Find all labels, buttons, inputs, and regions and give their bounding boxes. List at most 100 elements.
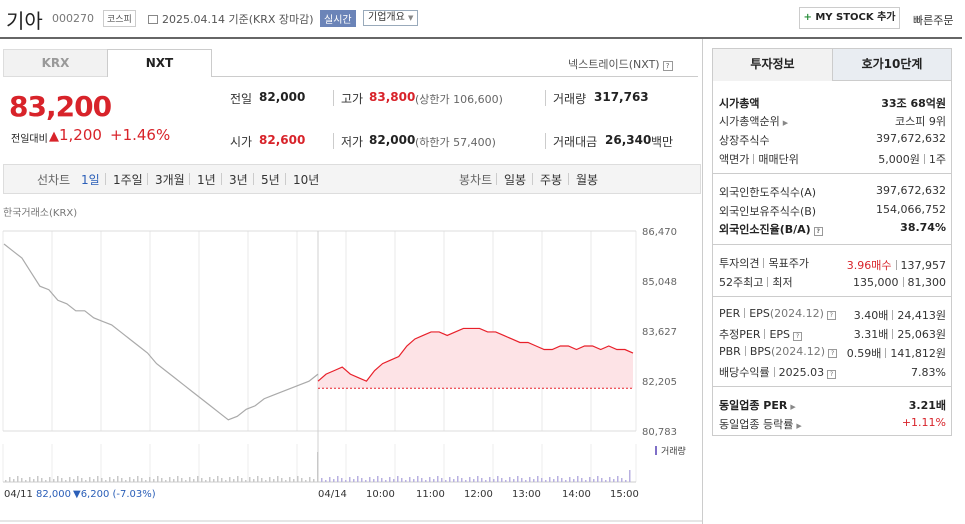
volume-bar <box>197 476 199 482</box>
help-icon[interactable]: ? <box>828 349 838 358</box>
volume-bar <box>285 480 287 482</box>
dividend-value: 7.83% <box>911 366 946 379</box>
volume-bar <box>101 478 103 482</box>
stat-divider <box>545 133 546 149</box>
volume-bar <box>9 477 11 482</box>
date-text: 2025.04.14 기준(KRX 장마감) <box>162 13 314 26</box>
caret-right-icon[interactable]: ▶ <box>790 403 796 411</box>
volume-bar <box>169 477 171 482</box>
price-chart[interactable]: 86,470 85,048 83,627 82,205 80,783 거래량 04/11… <box>0 222 702 522</box>
period-5y[interactable]: 5년 <box>261 173 280 187</box>
volume-bar <box>581 478 583 482</box>
high-label: 고가 <box>341 92 364 106</box>
volume-bar <box>625 480 627 482</box>
volume-axis-label: 거래량 <box>661 445 686 457</box>
per-eps-label: PER EPS(2024.12)? <box>719 307 836 320</box>
volume-bar <box>73 479 75 482</box>
volume-bar <box>473 479 475 482</box>
period-divider <box>253 173 254 185</box>
help-icon[interactable]: ? <box>826 311 836 320</box>
lower-limit: (하한가 57,400) <box>415 136 496 149</box>
period-10y[interactable]: 10년 <box>293 173 320 187</box>
volume-bar <box>109 477 111 482</box>
y-tick-label: 86,470 <box>642 227 677 238</box>
period-3y[interactable]: 3년 <box>229 173 248 187</box>
per-eps-value: 3.40배 24,413원 <box>854 307 946 323</box>
stat-divider <box>545 90 546 106</box>
volume-bar <box>297 476 299 482</box>
candle-monthly[interactable]: 월봉 <box>576 173 599 187</box>
volume-bar <box>53 479 55 482</box>
panel-divider <box>702 39 703 524</box>
period-divider <box>147 173 148 185</box>
candle-weekly[interactable]: 주봉 <box>540 173 563 187</box>
volume-bar <box>5 480 7 482</box>
volume-bar <box>433 479 435 482</box>
tab-invest-info[interactable]: 투자정보 <box>712 48 833 81</box>
opinion-value: 3.96매수 <box>846 259 892 272</box>
tab-nxt[interactable]: NXT <box>107 49 212 77</box>
volume-bar <box>257 476 259 482</box>
volume-bar <box>193 479 195 482</box>
volume-bar <box>629 470 631 482</box>
target-value: 137,957 <box>900 259 947 272</box>
dividend-text: 배당수익률 <box>719 366 770 379</box>
volume-bar <box>129 477 131 482</box>
corp-overview-dropdown[interactable]: 기업개요 ▼ <box>363 10 419 26</box>
caret-right-icon[interactable]: ▶ <box>796 422 802 430</box>
tab-krx[interactable]: KRX <box>3 49 108 77</box>
stat-divider <box>333 90 334 106</box>
prev-close-footer: 82,000 <box>36 489 71 500</box>
volume-bar <box>181 478 183 482</box>
volume-bar <box>33 479 35 482</box>
w52-value: 135,000 81,300 <box>853 276 946 289</box>
label-divider <box>744 308 746 318</box>
nxt-description: 넥스트레이드(NXT)? <box>568 56 673 72</box>
market-cap-label: 시가총액 <box>719 97 760 110</box>
period-1y[interactable]: 1년 <box>197 173 216 187</box>
volume-bar <box>65 480 67 482</box>
tab-orderbook[interactable]: 호가10단계 <box>832 48 952 81</box>
volume-bar <box>605 480 607 482</box>
volume-bar <box>549 477 551 482</box>
volume-bar <box>573 479 575 482</box>
volume-bar <box>249 477 251 482</box>
add-mystock-button[interactable]: + MY STOCK 추가 <box>799 7 900 29</box>
realtime-badge[interactable]: 실시간 <box>320 10 356 27</box>
volume-bar <box>361 478 363 482</box>
quick-order-button[interactable]: 빠른주문 <box>913 14 954 27</box>
help-icon[interactable]: ? <box>827 370 837 379</box>
volume-bar <box>369 477 371 482</box>
par-unit-value: 5,000원 1주 <box>878 151 946 167</box>
pbr-label: PBR <box>719 345 741 358</box>
help-icon[interactable]: ? <box>662 61 673 71</box>
volume-bar <box>333 479 335 482</box>
par-value: 5,000원 <box>878 153 920 166</box>
pbr-bps-value: 0.59배 141,812원 <box>847 345 946 361</box>
y-tick-label: 82,205 <box>642 377 677 388</box>
help-icon[interactable]: ? <box>793 332 803 341</box>
period-1d[interactable]: 1일 <box>81 173 100 187</box>
volume-bar <box>237 476 239 482</box>
industry-per-value: 3.21배 <box>908 399 946 412</box>
period-1w[interactable]: 1주일 <box>113 173 143 187</box>
volume-bar <box>569 477 571 482</box>
period-divider <box>568 173 569 185</box>
stock-code: 000270 <box>52 12 94 25</box>
caret-right-icon[interactable]: ▶ <box>782 119 789 127</box>
candle-daily[interactable]: 일봉 <box>504 173 527 187</box>
period-divider <box>496 173 497 185</box>
help-icon[interactable]: ? <box>813 227 823 236</box>
volume-bar <box>521 478 523 482</box>
volume-bar <box>233 479 235 482</box>
x-tick-label: 14:00 <box>562 489 591 500</box>
volume-bar <box>425 480 427 482</box>
volume-bar <box>305 480 307 482</box>
volume-bar <box>317 452 319 482</box>
upper-limit: (상한가 106,600) <box>415 93 503 106</box>
prev-change-footer: ▼6,200 (-7.03%) <box>73 489 156 500</box>
volume-bar <box>445 480 447 482</box>
foreign-hold-value: 154,066,752 <box>876 203 946 216</box>
foreign-limit-label: 외국인한도주식수(A) <box>719 186 817 199</box>
period-3m[interactable]: 3개월 <box>155 173 185 187</box>
